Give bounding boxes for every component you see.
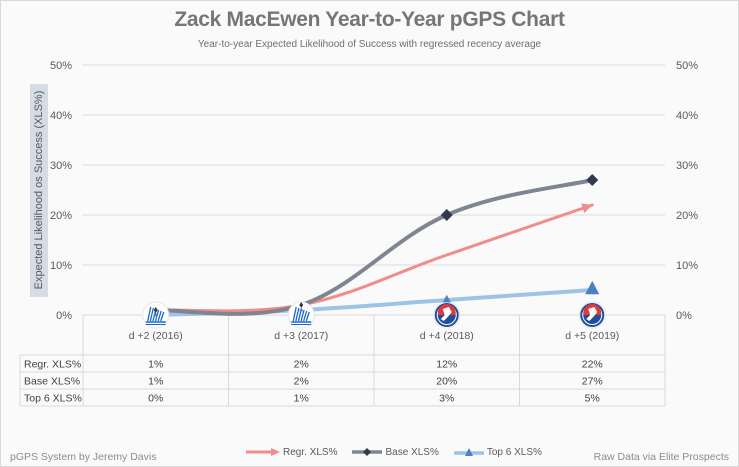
base-xls-marker [299,302,304,308]
chart-title: Zack MacEwen Year-to-Year pGPS Chart [174,8,565,31]
credit-author: pGPS System by Jeremy Davis [10,451,157,463]
top6-xls-marker [585,280,600,295]
table-cell: 12% [436,359,457,371]
y-tick-label-left: 30% [50,160,72,172]
arrow-icon [246,448,280,456]
x-category-label: d +2 (2016) [129,330,183,342]
regr-xls-arrowhead [581,203,593,213]
legend-item-regr[interactable]: Regr. XLS% [245,447,337,458]
logo-figure [586,307,598,321]
logo-figure [440,307,452,321]
logo-stripe [147,306,152,322]
y-tick-label-right: 40% [676,110,698,122]
ahl-logo-icon [433,301,461,329]
diamond-marker-icon [352,448,383,456]
series-line-base-xls- [153,178,595,316]
x-category-label: d +5 (2019) [565,330,619,342]
series-lines [153,178,595,317]
logo-blue [583,315,602,324]
table-cell: 3% [439,393,454,405]
league-logos [142,301,606,329]
table-cell: 2% [294,376,309,388]
table-row-header: Regr. XLS% [24,359,81,371]
y-tick-label-left: 50% [50,60,72,72]
legend: Regr. XLS% Base XLS% Top 6 XLS% [245,444,556,460]
top6-xls-marker [153,312,158,317]
y-tick-label-right: 0% [676,310,692,322]
y-axis-label-box [30,84,48,297]
table-cell: 1% [148,359,163,371]
table-cell: 22% [582,359,603,371]
series-line-regr-xls- [154,203,594,313]
gridlines [83,64,665,266]
table-cell: 1% [294,393,309,405]
legend-label: Top 6 XLS% [486,446,542,458]
legend-label: Regr. XLS% [283,446,338,458]
table-cell: 0% [148,393,163,405]
legend-item-top6[interactable]: Top 6 XLS% [453,447,542,458]
logo-stripe [303,310,308,322]
chart-subtitle: Year-to-year Expected Likelihood of Succ… [197,39,542,50]
base-xls-marker [440,209,453,221]
base-xls-marker [153,307,158,313]
top6-xls-marker [442,294,451,303]
x-category-label: d +3 (2017) [274,330,328,342]
data-table: d +2 (2016) d +3 (2017) d +4 (2018) d +5 (2… [19,314,666,407]
triangle-marker-icon [453,448,484,456]
table-cell: 1% [148,376,163,388]
logo-stripe [292,306,297,322]
legend-item-base[interactable]: Base XLS% [351,446,439,458]
y-tick-label-left: 40% [50,110,72,122]
series-markers [153,174,600,317]
y-axis-right-ticks: 0% 10% 20% 30% 40% 50% [676,60,698,322]
table-row-header: Base XLS% [24,376,80,388]
y-tick-label-left: 10% [50,260,72,272]
y-tick-label-left: 20% [50,210,72,222]
y-tick-label-right: 30% [676,160,698,172]
logo-stripe [295,307,300,322]
table-cell: 27% [582,376,603,388]
logo-stripe [160,311,165,322]
base-xls-marker [586,174,599,186]
qmjhl-logo-icon [287,301,315,329]
table-cell: 5% [585,393,600,405]
logo-stripe [149,307,154,322]
y-axis-left-ticks: 0% 10% 20% 30% 40% 50% [50,60,72,322]
y-tick-label-right: 50% [676,60,698,72]
y-tick-label-left: 0% [56,310,72,322]
logo-blue [437,315,456,324]
table-row-header: Top 6 XLS% [24,393,82,405]
ahl-logo-icon [578,301,606,329]
logo-stripe [305,311,310,322]
legend-label: Base XLS% [385,446,439,458]
table-cell: 2% [294,359,309,371]
top6-xls-marker [299,307,304,312]
y-tick-label-right: 10% [676,260,698,272]
table-cell: 20% [436,376,457,388]
y-tick-label-right: 20% [676,210,698,222]
logo-stripe [157,310,162,322]
credit-source: Raw Data via Elite Prospects [593,451,729,463]
logo-stripe [300,309,305,322]
x-category-label: d +4 (2018) [420,330,474,342]
